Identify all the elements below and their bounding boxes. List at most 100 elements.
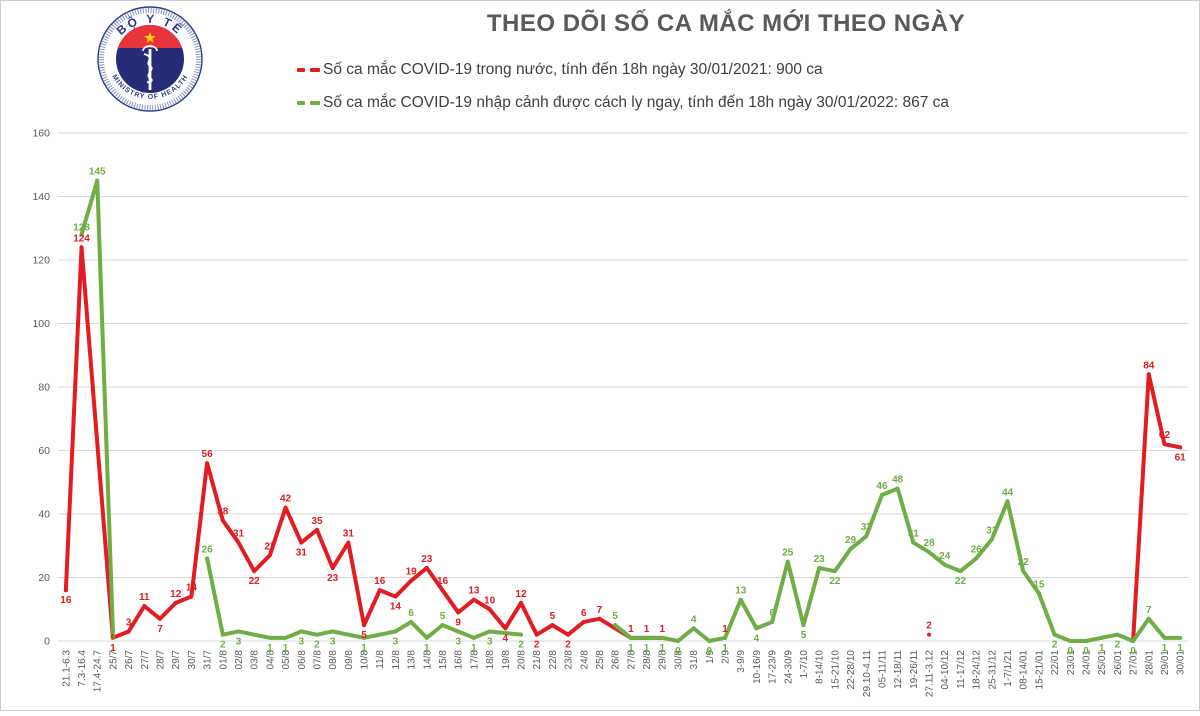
data-point-label: 3	[487, 636, 493, 647]
data-point-label: 31	[343, 529, 355, 540]
data-point-label: 31	[233, 529, 245, 540]
legend-label-imported: Số ca mắc COVID-19 nhập cảnh được cách l…	[323, 94, 950, 111]
x-axis-tick-label: 27/8	[626, 650, 637, 670]
x-axis-tick-label: 14/8	[422, 650, 433, 670]
data-point-label: 2	[926, 621, 932, 632]
data-point-marker	[974, 556, 979, 561]
data-point-label: 9	[455, 617, 461, 628]
data-point-label: 1	[1162, 643, 1168, 654]
x-axis-tick-label: 07/8	[312, 650, 323, 670]
data-point-marker	[660, 635, 665, 640]
x-axis-tick-label: 03/8	[250, 650, 261, 670]
x-axis-tick-label: 05/8	[281, 650, 292, 670]
x-axis-tick-label: 01/8	[218, 650, 229, 670]
data-point-label: 23	[327, 573, 339, 584]
data-point-marker	[566, 632, 571, 637]
data-point-marker	[424, 635, 429, 640]
data-point-marker	[487, 607, 492, 612]
data-point-marker	[691, 626, 696, 631]
data-point-label: 1	[628, 624, 634, 635]
data-point-marker	[958, 569, 963, 574]
data-point-label: 6	[408, 608, 414, 619]
data-point-marker	[205, 556, 210, 561]
x-axis-tick-label: 09/8	[344, 650, 355, 670]
data-point-marker	[879, 492, 884, 497]
data-point-label: 1	[644, 624, 650, 635]
data-point-marker	[63, 588, 68, 593]
data-point-label: 4	[503, 633, 509, 644]
data-point-label: 29	[845, 535, 857, 546]
y-axis-tick-label: 0	[44, 636, 50, 648]
data-point-label: 12	[515, 589, 527, 600]
x-axis-tick-label: 12/8	[391, 650, 402, 670]
data-point-marker	[581, 619, 586, 624]
data-point-marker	[236, 540, 241, 545]
y-axis-tick-label: 140	[32, 191, 50, 203]
data-point-marker	[377, 588, 382, 593]
data-point-label: 25	[782, 548, 794, 559]
data-point-marker	[864, 534, 869, 539]
data-point-label: 5	[801, 630, 807, 641]
data-point-marker	[409, 578, 414, 583]
data-point-marker	[848, 546, 853, 551]
x-axis-tick-label: 06/8	[297, 650, 308, 670]
data-point-marker	[314, 632, 319, 637]
data-point-marker	[314, 527, 319, 532]
data-point-marker	[471, 635, 476, 640]
data-point-marker	[1005, 499, 1010, 504]
x-axis-tick-label: 29.10-4.11	[862, 650, 873, 698]
data-point-marker	[189, 594, 194, 599]
data-point-marker	[409, 619, 414, 624]
x-axis-tick-label: 25/8	[595, 650, 606, 670]
x-axis-tick-label: 21.1-6.3	[61, 650, 72, 687]
x-axis-tick-label: 10/8	[360, 650, 371, 670]
data-point-label: 27	[264, 541, 276, 552]
data-point-label: 2	[314, 640, 320, 651]
data-point-marker	[393, 629, 398, 634]
data-point-label: 5	[440, 611, 446, 622]
x-axis-tick-label: 21/8	[532, 650, 543, 670]
legend-label-domestic: Số ca mắc COVID-19 trong nước, tính đến …	[323, 61, 823, 78]
data-point-marker	[330, 565, 335, 570]
x-axis-tick-label: 1-7/1/21	[1003, 650, 1014, 687]
x-axis-tick-label: 31/7	[203, 650, 214, 670]
data-point-marker	[723, 635, 728, 640]
data-point-label: 6	[769, 608, 775, 619]
data-point-label: 31	[908, 529, 920, 540]
data-point-label: 35	[311, 516, 323, 527]
legend-marker-green-icon	[297, 101, 320, 105]
data-point-marker	[220, 518, 225, 523]
x-axis-tick-label: 13/8	[407, 650, 418, 670]
x-axis-tick-label: 10-16/9	[752, 650, 763, 684]
data-point-label: 5	[612, 611, 618, 622]
logo-guilloche-ring	[99, 8, 201, 110]
x-axis-tick-label: 26/01	[1113, 650, 1124, 675]
data-point-marker	[927, 632, 932, 637]
data-point-marker	[456, 610, 461, 615]
data-point-label: 42	[280, 494, 292, 505]
data-point-marker	[1115, 632, 1120, 637]
x-axis-tick-label: 04-10/12	[940, 650, 951, 690]
x-axis-tick-label: 24-30/9	[783, 650, 794, 684]
x-axis-tick-label: 2/9	[721, 650, 732, 664]
data-point-label: 2	[1052, 640, 1058, 651]
data-point-label: 26	[202, 544, 214, 555]
data-point-marker	[362, 623, 367, 628]
x-axis-tick-label: 28/8	[642, 650, 653, 670]
x-axis-tick-label: 29/8	[658, 650, 669, 670]
data-point-label: 1	[659, 643, 665, 654]
data-point-label: 1	[361, 643, 367, 654]
y-axis-tick-label: 80	[38, 382, 50, 394]
data-point-label: 12	[170, 589, 182, 600]
data-point-marker	[817, 565, 822, 570]
data-point-label: 32	[986, 525, 998, 536]
chart-area: 0 20 40 60 80 100 120 140 160 21.1-6.3 7.3-16.4 17.…	[0, 120, 1200, 711]
y-axis-tick-label: 160	[32, 128, 50, 140]
x-axis-tick-label: 1-7/10	[799, 650, 810, 679]
data-point-label: 56	[202, 449, 214, 460]
x-axis-tick-label: 17.4-24.7	[93, 650, 104, 693]
x-axis-tick-label: 7.3-16.4	[77, 650, 88, 687]
x-axis-tick-label: 25/7	[108, 650, 119, 670]
data-point-label: 4	[691, 614, 697, 625]
